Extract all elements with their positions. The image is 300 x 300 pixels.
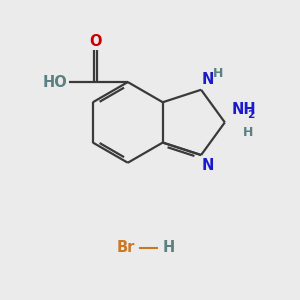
Text: H: H	[163, 240, 175, 255]
Text: NH: NH	[231, 102, 256, 117]
Text: Br: Br	[117, 240, 135, 255]
Text: N: N	[202, 72, 214, 87]
Text: H: H	[243, 126, 254, 139]
Text: 2: 2	[247, 110, 255, 120]
Text: N: N	[202, 158, 214, 172]
Text: H: H	[213, 68, 224, 80]
Text: HO: HO	[42, 75, 67, 90]
Text: O: O	[90, 34, 102, 49]
